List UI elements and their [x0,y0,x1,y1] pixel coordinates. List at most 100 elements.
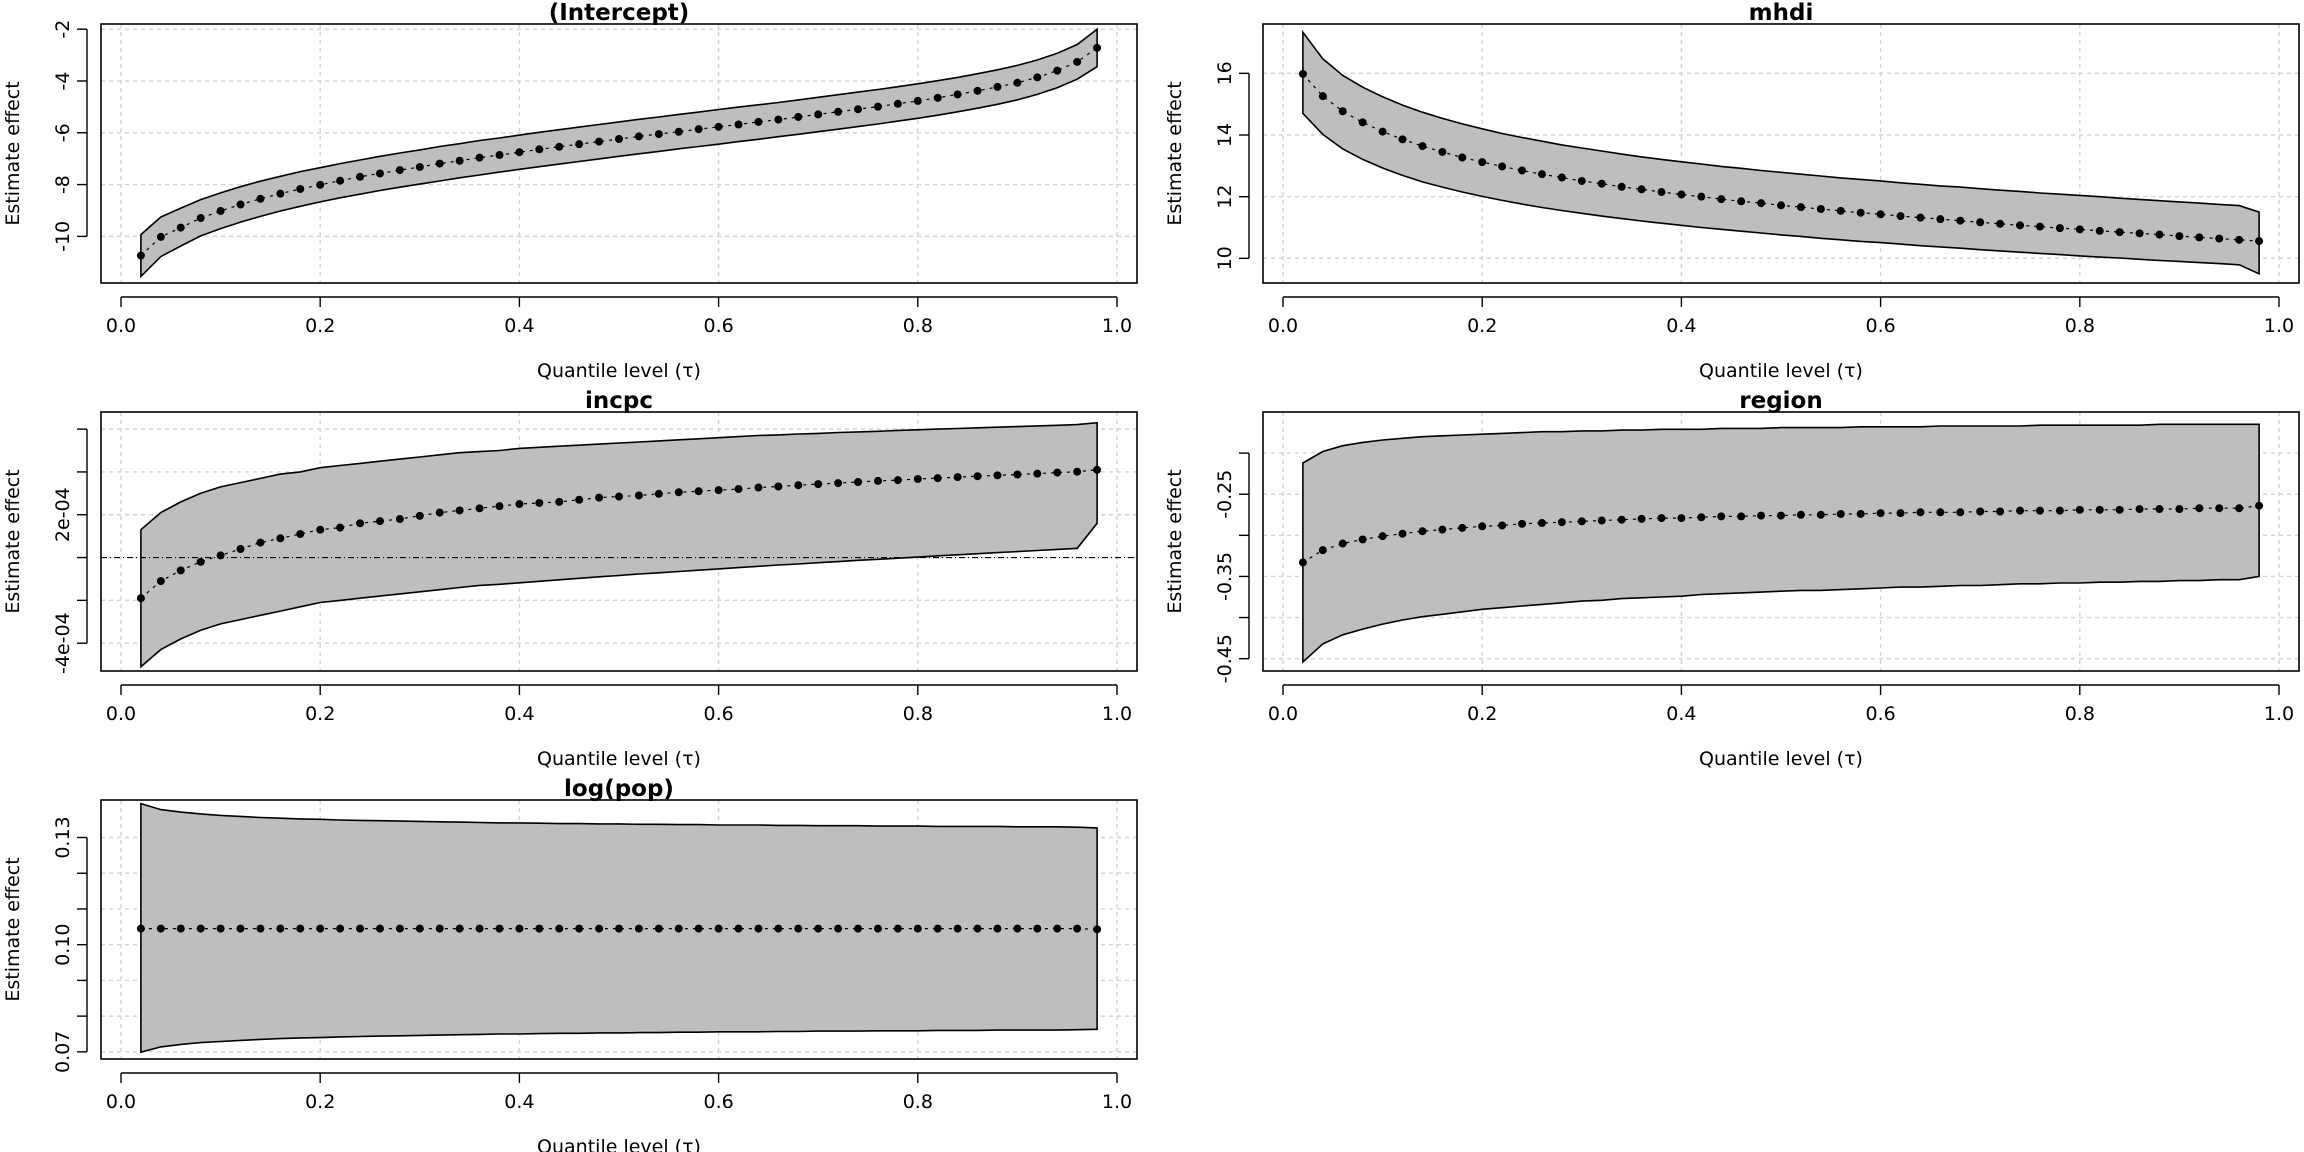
estimate-point [1896,509,1905,518]
estimate-point [654,130,663,139]
estimate-point [495,502,504,511]
estimate-point [336,523,345,532]
estimate-point [933,93,942,102]
estimate-point [2175,505,2184,514]
estimate-point [873,924,882,933]
estimate-point [814,110,823,119]
y-tick-label: -0.35 [1214,552,1236,601]
estimate-point [1836,509,1845,518]
estimate-point [1757,199,1766,208]
estimate-point [634,924,643,933]
estimate-point [1338,539,1347,548]
estimate-point [156,924,165,933]
y-axis-label: Estimate effect [2,857,24,1001]
x-tick-label: 1.0 [1102,703,1132,725]
estimate-point [455,156,464,165]
plot-frame [1262,23,2300,284]
estimate-point [1936,215,1945,224]
estimate-point [595,924,604,933]
estimate-point [1073,57,1082,66]
estimate-point [1073,924,1082,933]
estimate-point [1013,470,1022,479]
estimate-point [714,924,723,933]
estimate-point [356,924,365,933]
panel-4: 0.0 0.2 0.4 0.6 0.8 1.0 0.07 0.10 0.13 log(pop) Qu… [2,776,1138,1152]
estimate-point [415,924,424,933]
x-tick-label: 0.6 [1865,703,1895,725]
estimate-point [933,924,942,933]
estimate-point [734,485,743,494]
estimate-point [1816,510,1825,519]
estimate-point [933,474,942,483]
estimate-point [1033,924,1042,933]
estimate-point [375,517,384,526]
confidence-band [1302,29,2260,276]
estimate-point [336,924,345,933]
estimate-point [356,519,365,528]
estimate-point [1438,147,1447,156]
x-tick-label: 0.2 [1467,703,1497,725]
estimate-point [1518,166,1527,175]
estimate-point [873,476,882,485]
confidence-band [140,421,1098,669]
estimate-point [1657,188,1666,197]
estimate-point [2155,230,2164,239]
estimate-point [854,924,863,933]
estimate-point [1053,468,1062,477]
estimate-point [873,102,882,111]
y-tick-label: 0.10 [52,924,74,966]
x-tick-label: 0.2 [1467,315,1497,337]
estimate-point [535,145,544,154]
x-tick-label: 1.0 [1102,315,1132,337]
estimate-point [674,924,683,933]
x-tick-label: 1.0 [2264,703,2294,725]
estimate-point [2035,506,2044,515]
estimate-point [1073,467,1082,476]
x-tick-label: 0.6 [1865,315,1895,337]
estimate-point [1418,142,1427,151]
estimate-point [375,169,384,178]
estimate-point [1916,508,1925,517]
estimate-point [296,530,305,539]
x-tick-label: 0.6 [703,315,733,337]
estimate-point [2215,234,2224,243]
estimate-point [216,551,225,560]
x-tick-label: 0.0 [106,1091,136,1113]
estimate-point [615,492,623,501]
x-tick-label: 0.2 [305,703,335,725]
estimate-point [196,924,205,933]
estimate-point [1796,510,1805,519]
estimate-point [276,924,285,933]
confidence-band [140,27,1098,279]
estimate-point [953,90,962,99]
estimate-point [2095,226,2104,235]
estimate-point [176,566,185,575]
estimate-point [196,213,205,222]
estimate-point [176,924,185,933]
estimate-point [1956,216,1965,225]
estimate-point [1816,205,1825,213]
estimate-point [1298,69,1307,78]
estimate-point [515,148,524,157]
x-tick-label: 1.0 [1102,1091,1132,1113]
estimate-point [316,180,325,189]
estimate-point [1378,127,1387,136]
x-tick-label: 0.4 [1666,703,1696,725]
estimate-point [674,488,683,497]
x-tick-label: 0.8 [2065,315,2095,337]
x-tick-label: 0.8 [903,315,933,337]
y-axis-label: Estimate effect [1164,469,1186,613]
estimate-point [455,506,464,515]
y-tick-label: 16 [1214,61,1236,85]
x-tick-label: 1.0 [2264,315,2294,337]
estimate-point [595,493,604,502]
y-tick-label: 10 [1214,246,1236,270]
estimate-point [236,200,245,209]
estimate-point [1876,210,1885,219]
x-tick-label: 0.8 [903,703,933,725]
estimate-point [1298,558,1307,567]
estimate-point [774,482,783,491]
estimate-point [535,498,544,507]
estimate-point [1557,518,1566,527]
x-tick-label: 0.6 [703,1091,733,1113]
